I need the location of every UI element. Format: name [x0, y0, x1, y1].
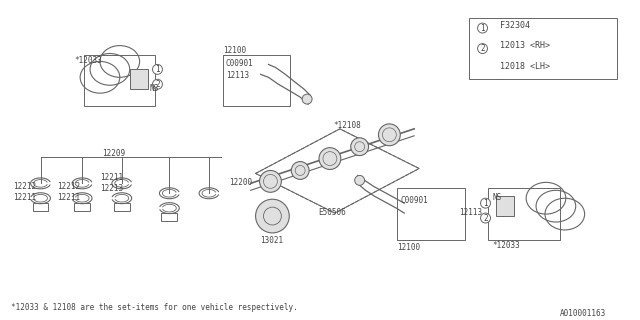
Circle shape	[477, 44, 488, 53]
Bar	[468, 18, 618, 79]
Text: 1: 1	[155, 65, 160, 74]
Circle shape	[255, 199, 289, 233]
Text: 12018 <LH>: 12018 <LH>	[500, 62, 550, 71]
Text: 13021: 13021	[260, 236, 284, 245]
Bar	[488, 188, 560, 240]
Text: C00901: C00901	[226, 60, 253, 68]
Text: F32304: F32304	[500, 21, 531, 30]
Text: 1: 1	[483, 199, 488, 208]
Text: 2: 2	[483, 213, 488, 222]
Bar	[397, 188, 465, 240]
Text: 12211: 12211	[58, 193, 81, 202]
Text: 2: 2	[155, 80, 160, 89]
Text: 12212: 12212	[58, 182, 81, 191]
Bar	[33, 203, 49, 211]
Text: 12213: 12213	[100, 184, 123, 193]
Text: C00901: C00901	[400, 196, 428, 205]
Text: 12211: 12211	[13, 193, 36, 202]
Bar	[223, 54, 291, 106]
Text: E50506: E50506	[318, 208, 346, 217]
Text: A010001163: A010001163	[560, 309, 606, 318]
Bar	[130, 69, 148, 89]
Text: *12033 & 12108 are the set-items for one vehicle respectively.: *12033 & 12108 are the set-items for one…	[11, 303, 298, 312]
Text: 12013 <RH>: 12013 <RH>	[500, 41, 550, 50]
Circle shape	[481, 198, 490, 208]
Text: 12100: 12100	[223, 45, 246, 55]
Circle shape	[152, 64, 163, 74]
Circle shape	[481, 213, 490, 223]
Text: 12100: 12100	[397, 243, 420, 252]
Text: NS: NS	[150, 84, 159, 93]
Text: 12211: 12211	[100, 173, 123, 182]
Circle shape	[355, 175, 365, 185]
Circle shape	[302, 94, 312, 104]
Text: 12113: 12113	[226, 71, 249, 80]
Circle shape	[351, 138, 369, 156]
Circle shape	[319, 148, 341, 170]
Circle shape	[291, 162, 309, 180]
Circle shape	[378, 124, 400, 146]
Bar	[114, 203, 130, 211]
Circle shape	[260, 171, 282, 192]
Circle shape	[477, 23, 488, 33]
Text: 12200: 12200	[229, 179, 252, 188]
Text: 1: 1	[480, 24, 485, 33]
Text: *12108: *12108	[333, 121, 360, 130]
Bar	[84, 54, 156, 106]
Text: 12212: 12212	[13, 182, 36, 191]
Text: NS: NS	[492, 193, 502, 202]
Text: 12209: 12209	[102, 149, 125, 158]
Circle shape	[152, 79, 163, 89]
Bar	[161, 213, 177, 221]
Text: 2: 2	[480, 44, 485, 53]
Text: *12033: *12033	[492, 241, 520, 250]
Bar	[497, 196, 515, 216]
Text: 12113: 12113	[459, 208, 482, 217]
Bar	[74, 203, 90, 211]
Text: *12033: *12033	[74, 55, 102, 65]
